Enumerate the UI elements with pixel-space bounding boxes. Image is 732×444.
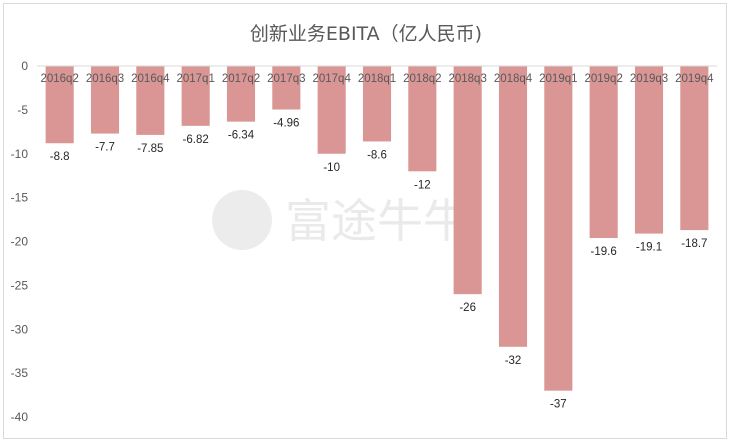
bar <box>498 66 528 347</box>
bar <box>226 66 256 122</box>
bar <box>408 66 437 172</box>
watermark-logo-icon <box>212 190 272 250</box>
y-tick-label: -35 <box>11 366 29 380</box>
x-tick-label: 2018q1 <box>358 73 396 85</box>
y-tick-label: -20 <box>11 235 29 249</box>
data-label: -6.82 <box>183 134 209 146</box>
watermark-text: 富途牛牛 <box>285 194 469 248</box>
data-label: -10 <box>323 162 340 174</box>
x-tick-label: 2017q3 <box>267 73 305 85</box>
x-tick-label: 2018q3 <box>448 73 486 85</box>
y-tick-label: -5 <box>17 103 28 117</box>
x-tick-label: 2016q2 <box>40 73 78 85</box>
chart-title: 创新业务EBITA（亿人民币) <box>250 23 482 45</box>
data-label: -18.7 <box>681 238 707 250</box>
bar <box>544 66 573 391</box>
x-tick-label: 2018q2 <box>403 73 441 85</box>
bar <box>362 66 392 142</box>
bar <box>317 66 346 154</box>
data-label: -26 <box>459 302 476 314</box>
x-tick-label: 2016q3 <box>86 73 124 85</box>
bar <box>634 66 664 234</box>
data-label: -32 <box>505 355 522 367</box>
x-tick-label: 2019q3 <box>630 73 668 85</box>
bar <box>90 66 120 134</box>
data-label: -19.1 <box>636 242 662 254</box>
x-tick-label: 2017q4 <box>312 73 351 85</box>
data-label: -8.8 <box>50 151 70 163</box>
y-tick-label: -30 <box>11 322 29 336</box>
bar <box>272 66 301 110</box>
y-tick-label: -10 <box>11 147 29 161</box>
x-tick-label: 2018q4 <box>494 73 533 85</box>
bar <box>136 66 165 135</box>
data-label: -12 <box>414 179 431 191</box>
x-tick-label: 2017q2 <box>222 73 260 85</box>
x-tick-label: 2019q2 <box>584 73 622 85</box>
data-label: -19.6 <box>591 246 617 258</box>
bar <box>181 66 210 126</box>
x-tick-label: 2017q1 <box>176 73 214 85</box>
data-label: -37 <box>550 399 567 411</box>
y-tick-label: 0 <box>21 59 28 73</box>
bar <box>45 66 74 144</box>
y-axis: 0 -5 -10 -15 -20 -25 -30 -35 -40 <box>11 59 29 424</box>
data-label: -6.34 <box>228 130 255 142</box>
bar <box>680 66 709 231</box>
y-tick-label: -25 <box>11 278 29 292</box>
data-label: -7.7 <box>95 142 115 154</box>
watermark: 富途牛牛 <box>212 190 469 250</box>
x-tick-label: 2019q1 <box>539 73 577 85</box>
x-axis: 2016q2 2016q3 2016q4 2017q1 2017q2 2017q3 2017… <box>37 65 717 85</box>
data-label: -4.96 <box>273 118 299 130</box>
x-tick-label: 2016q4 <box>131 73 170 85</box>
bars <box>45 66 709 391</box>
y-tick-label: -15 <box>11 191 29 205</box>
y-tick-label: -40 <box>11 410 29 424</box>
data-label: -8.6 <box>367 149 387 161</box>
x-tick-label: 2019q4 <box>675 73 714 85</box>
bar <box>453 66 482 295</box>
data-labels: -8.8 -7.7 -7.85 -6.82 -6.34 -4.96 -10 -8.6 -12 -2… <box>50 118 708 411</box>
data-label: -7.85 <box>137 143 163 155</box>
bar <box>589 66 618 238</box>
